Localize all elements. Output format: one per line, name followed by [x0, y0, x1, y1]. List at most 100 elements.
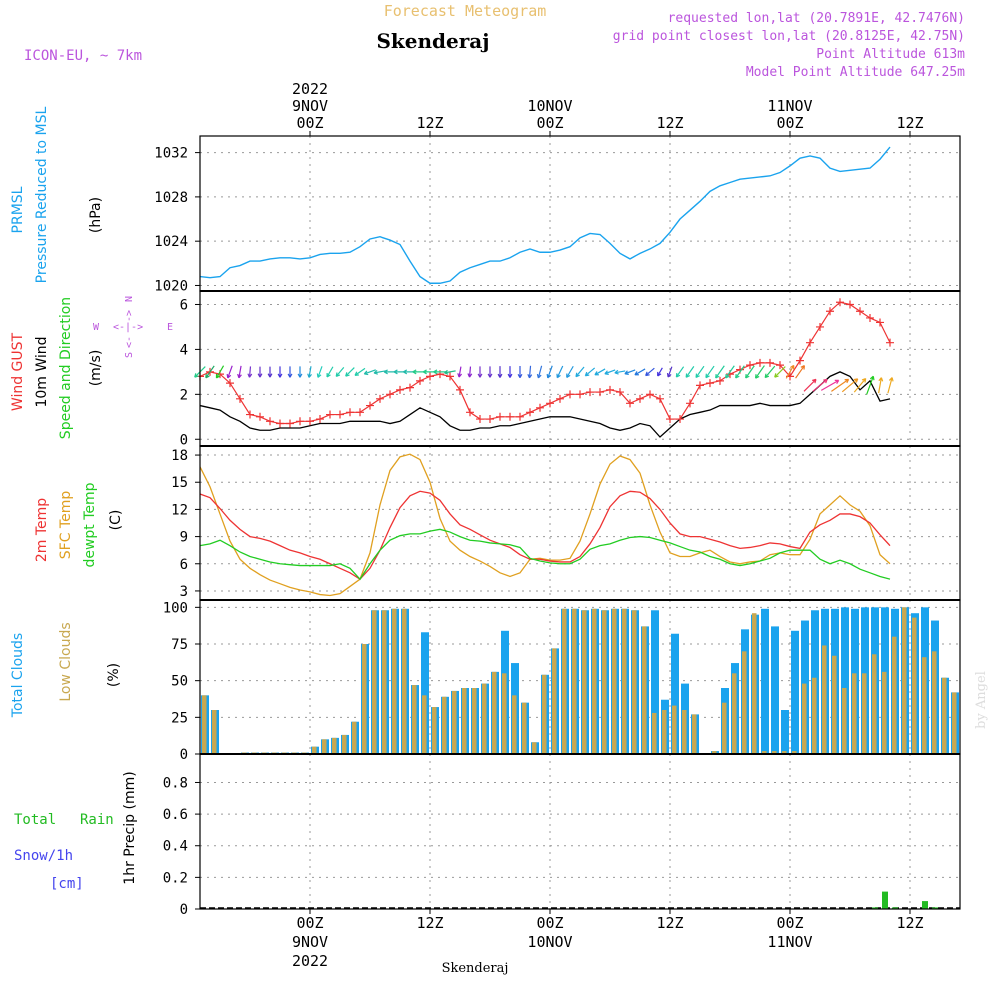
wind-arrow	[774, 366, 786, 378]
pressure-label-prmsl: PRMSL	[10, 186, 26, 233]
rain-bar	[882, 891, 888, 909]
gust-marker	[246, 410, 254, 419]
low-cloud-bar	[482, 683, 487, 754]
gust-marker	[806, 338, 814, 347]
top-time-label: 12Z	[656, 114, 683, 132]
wind-arrow	[695, 365, 705, 379]
precip-label-rain: Rain	[80, 812, 114, 828]
wind-arrow	[878, 377, 884, 394]
gust-marker	[266, 417, 274, 426]
wind-label-gust: Wind GUST	[10, 332, 26, 411]
rain-bar	[892, 907, 898, 909]
compass-south-arrow: <-	[124, 336, 135, 348]
model-altitude: Model Point Altitude 647.25m	[746, 65, 965, 80]
wind-arrow	[754, 365, 765, 379]
bottom-time-label: 9NOV	[292, 933, 328, 951]
pressure-labels: PRMSL Pressure Reduced to MSL (hPa)	[10, 106, 104, 283]
cloud-label-unit: (%)	[106, 663, 122, 687]
wind-arrow	[745, 365, 755, 379]
product-title: Forecast Meteogram	[384, 2, 547, 20]
wind-arrow	[584, 367, 596, 377]
gridpoint-coords: grid point closest lon,lat (20.8125E, 42…	[613, 29, 965, 44]
wind-arrow	[363, 369, 376, 376]
top-time-label: 10NOV	[527, 97, 572, 115]
wind-arrow	[487, 366, 493, 378]
gust-marker	[546, 399, 554, 408]
gust-series	[199, 301, 891, 425]
gust-marker	[846, 300, 854, 309]
low-cloud-bar	[392, 608, 397, 754]
wind-arrow	[831, 378, 850, 392]
low-cloud-bar	[862, 673, 867, 754]
gust-marker	[856, 307, 864, 316]
low-cloud-bar	[692, 714, 697, 754]
compass-s: S	[124, 352, 135, 358]
low-cloud-bar	[922, 657, 927, 754]
temperature-ytick-label: 12	[171, 502, 188, 518]
wind-label-dir: Speed and Direction	[58, 297, 74, 439]
low-cloud-bar	[872, 654, 877, 754]
clouds-ytick-label: 100	[163, 600, 188, 616]
gust-marker	[826, 307, 834, 316]
pressure-ytick-label: 1020	[154, 278, 188, 294]
gust-marker	[426, 372, 434, 381]
low-cloud-bar	[452, 690, 457, 754]
gust-marker	[276, 419, 284, 428]
gust-marker	[816, 322, 824, 331]
wind-arrow	[215, 365, 225, 379]
gust-marker	[876, 318, 884, 327]
precip-labels: Total Rain Snow/1h [cm] 1hr Precip (mm)	[14, 771, 138, 892]
total-cloud-bar	[421, 632, 429, 754]
wind-arrow	[316, 366, 323, 378]
temperature-ytick-label: 3	[180, 584, 188, 600]
precip-label-cm: [cm]	[50, 876, 84, 892]
gust-marker	[756, 358, 764, 367]
gust-marker	[406, 383, 414, 392]
wind-arrow	[764, 365, 776, 379]
wind-arrow	[666, 366, 673, 378]
wind-arrow	[705, 365, 715, 379]
point-altitude: Point Altitude 613m	[816, 47, 965, 62]
wind-arrow	[887, 377, 894, 394]
low-cloud-bar	[562, 608, 567, 754]
wind-arrow	[457, 366, 463, 378]
low-cloud-bar	[552, 648, 557, 754]
wind-arrow	[785, 364, 795, 379]
clouds-ytick-label: 50	[171, 674, 188, 690]
t2m-series	[199, 490, 891, 581]
temp-label-unit: (C)	[108, 510, 124, 531]
low-cloud-bar	[802, 683, 807, 754]
rain-bar	[922, 901, 928, 909]
gust-marker	[576, 390, 584, 399]
wind-arrow	[820, 379, 840, 391]
low-cloud-bar	[602, 610, 607, 754]
top-time-label: 2022	[292, 80, 328, 98]
wind-arrow	[477, 366, 483, 378]
low-cloud-bar	[792, 751, 797, 754]
wind-arrow	[237, 365, 242, 379]
gust-marker	[646, 390, 654, 399]
gust-marker	[296, 417, 304, 426]
top-time-label: 00Z	[536, 114, 563, 132]
gust-marker	[506, 412, 514, 421]
temperature-ytick-label: 18	[171, 448, 188, 464]
gust-marker	[446, 372, 454, 381]
top-time-label: 00Z	[776, 114, 803, 132]
gust-marker	[376, 394, 384, 403]
low-cloud-bar	[712, 751, 717, 754]
gust-marker	[316, 415, 324, 424]
wind-arrow	[657, 367, 663, 377]
cloud-label-low: Low Clouds	[58, 622, 74, 701]
gust-marker	[536, 403, 544, 412]
bottom-time-label: 12Z	[896, 914, 923, 932]
wind-arrow	[373, 369, 387, 375]
wind-arrow	[725, 365, 735, 379]
low-cloud-bar	[722, 702, 727, 754]
low-cloud-bar	[732, 673, 737, 754]
bottom-time-label: 12Z	[416, 914, 443, 932]
wind-arrow	[267, 366, 273, 378]
low-cloud-bar	[442, 696, 447, 754]
wind-compass: W <-|-> E -> N <- S	[93, 296, 173, 358]
